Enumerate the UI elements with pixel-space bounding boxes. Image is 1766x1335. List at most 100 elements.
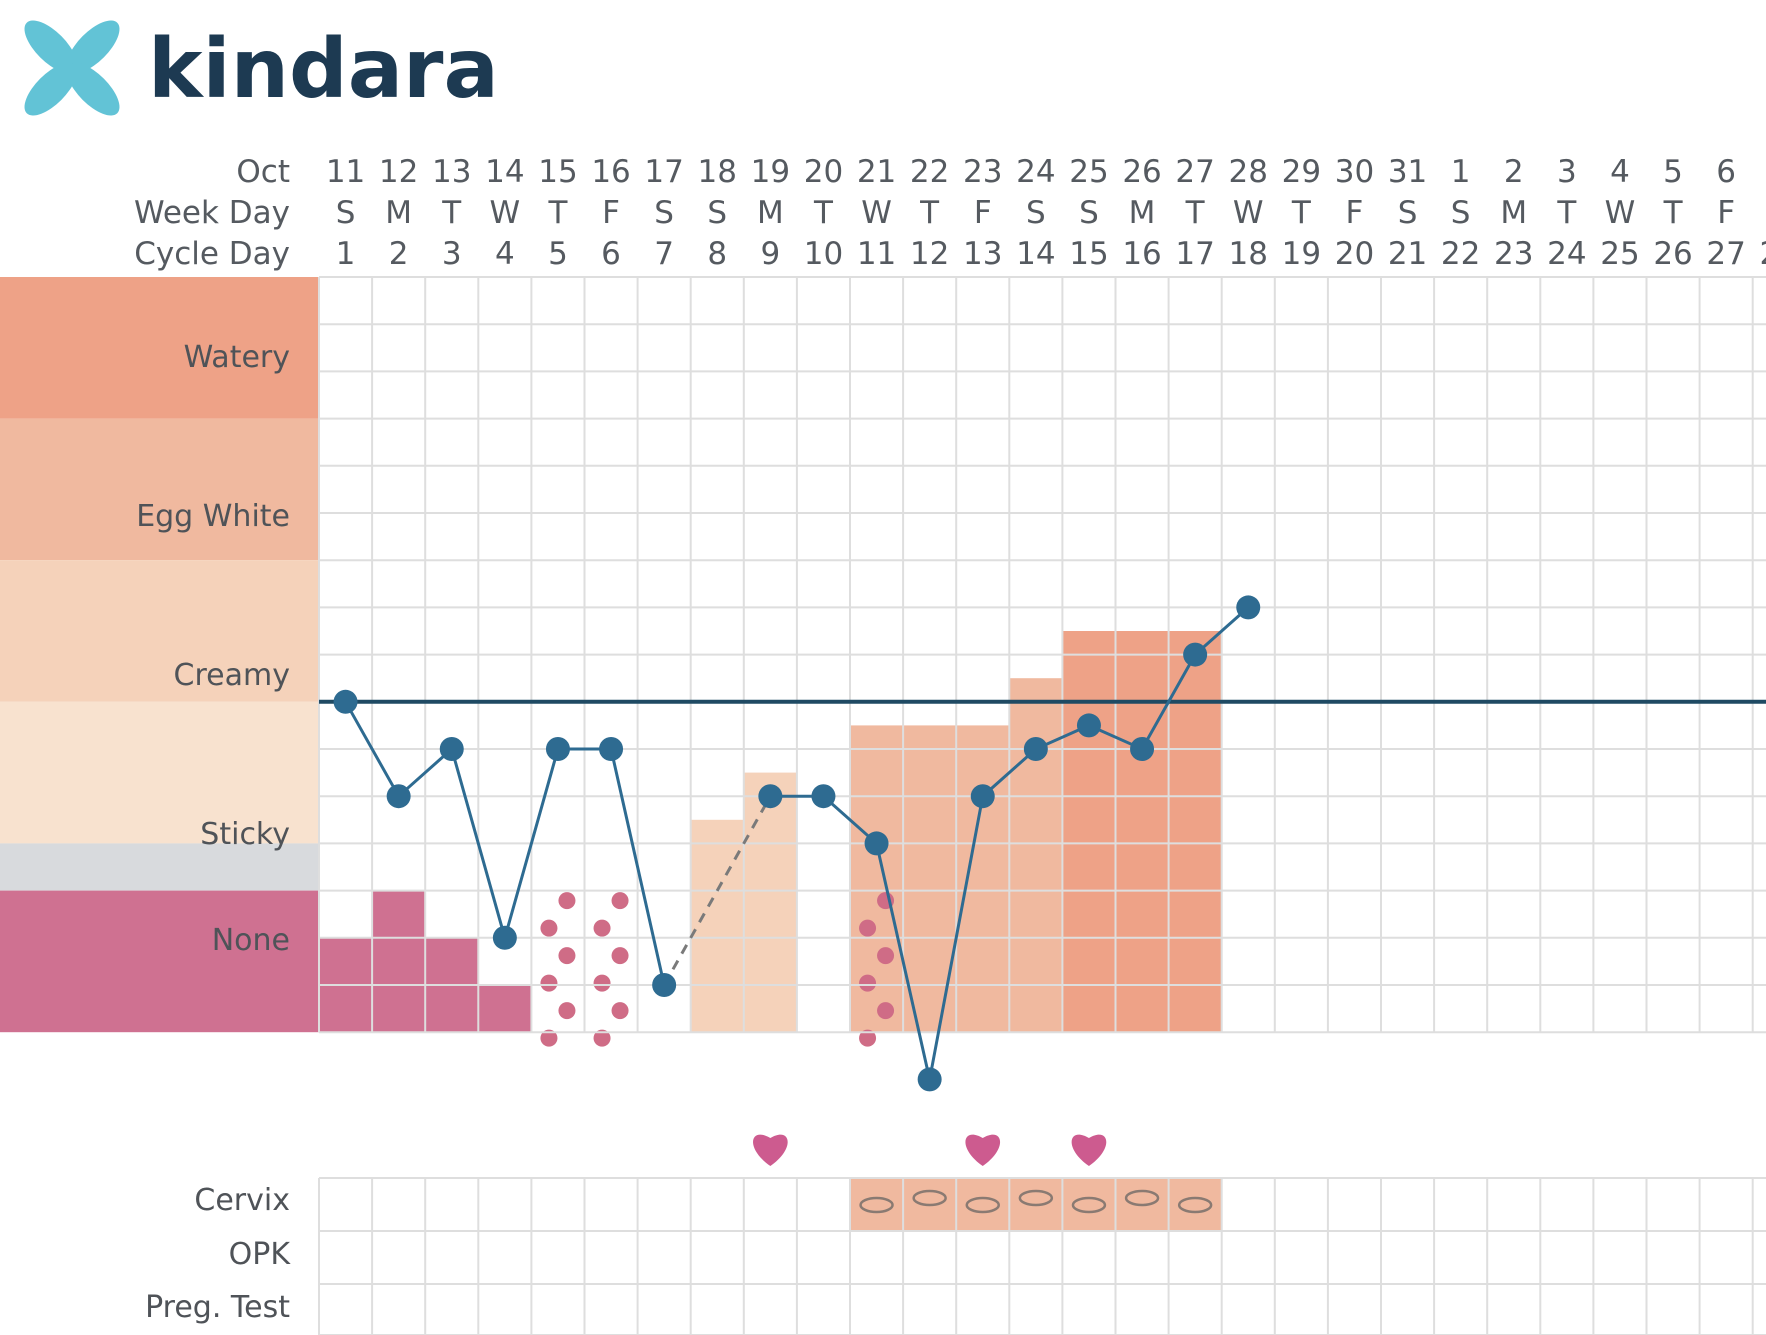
header-cycle-day: 1	[336, 236, 356, 272]
row-label-creamy: Creamy	[174, 658, 290, 693]
header-date: 4	[1610, 154, 1630, 190]
temperature-point	[758, 784, 783, 809]
header-date: 26	[1122, 154, 1161, 190]
spotting-dot	[859, 919, 877, 937]
cervix-icon	[1071, 1196, 1107, 1214]
header-cycle-day: 8	[707, 236, 727, 272]
temperature-gap-line	[662, 795, 772, 986]
menstruation-bar	[372, 890, 426, 1033]
header-date: 16	[591, 154, 630, 190]
heart-icon	[1071, 1134, 1107, 1166]
spotting-dot	[593, 974, 611, 992]
cervix-icon	[912, 1189, 947, 1207]
header-date: 29	[1282, 154, 1321, 190]
cervix-icon	[965, 1196, 1000, 1214]
header-cycle-day: 7	[654, 236, 674, 272]
header-cycle-day: 20	[1335, 236, 1374, 272]
header-cycle-day: 25	[1600, 236, 1639, 272]
spotting-dot	[540, 919, 558, 937]
header-cycle-day: 18	[1229, 236, 1268, 272]
header-cycle-day: 6	[601, 236, 621, 272]
fluid-bar	[956, 725, 1010, 1033]
fluid-bar	[850, 725, 904, 1033]
header-date: 1	[1451, 154, 1471, 190]
band-sticky	[0, 701, 319, 844]
header-date: 3	[1557, 154, 1577, 190]
temperature-point	[545, 737, 570, 761]
temperature-line	[770, 606, 1250, 1080]
spotting-dot	[558, 1002, 576, 1020]
header-weekday: F	[1717, 195, 1735, 231]
header-weekday: T	[1185, 195, 1206, 231]
row-label-cervix: Cervix	[194, 1183, 290, 1218]
row-label-watery: Watery	[184, 340, 290, 375]
header-cycle-day: 17	[1175, 236, 1214, 272]
row-label-menstruation: Menstruation	[92, 1029, 290, 1064]
spotting-dot	[877, 947, 895, 965]
header-date: 20	[804, 154, 843, 190]
header-cycle-day: 23	[1494, 236, 1533, 272]
band-menstruation	[0, 890, 319, 1033]
header-cycle-day: 5	[548, 236, 568, 272]
header-cycle-day: 19	[1282, 236, 1321, 272]
header-date: 14	[485, 154, 524, 190]
temperature-point	[1023, 737, 1048, 761]
header-cycle-day: 12	[910, 236, 949, 272]
spotting-dot	[859, 974, 877, 992]
header-cycle-day: 21	[1388, 236, 1427, 272]
header-weekday: F	[974, 195, 992, 231]
spotting-dot	[540, 974, 558, 992]
cervix-cell	[956, 1178, 1010, 1231]
row-label-opk: OPK	[229, 1237, 292, 1272]
menstruation-bar	[478, 985, 532, 1033]
header-date: 28	[1229, 154, 1268, 190]
header-weekday: S	[707, 195, 727, 231]
row-label-preg-test: Preg. Test	[145, 1290, 290, 1325]
temperature-point	[1130, 737, 1155, 761]
cervix-cell	[1062, 1178, 1116, 1231]
header-date: 23	[963, 154, 1002, 190]
header-weekday: M	[385, 195, 412, 231]
header-cycle-day: 24	[1547, 236, 1586, 272]
temperature-point	[917, 1067, 942, 1092]
spotting-dot	[611, 892, 629, 910]
header-weekday: W	[1233, 195, 1264, 231]
header-date: 6	[1716, 154, 1736, 190]
band-none	[0, 843, 319, 891]
cervix-icon	[1124, 1189, 1160, 1207]
header-date: 30	[1335, 154, 1374, 190]
flower-petal	[24, 20, 78, 74]
header-date: 13	[432, 154, 471, 190]
fluid-bar	[743, 772, 798, 1033]
temperature-point	[492, 925, 517, 950]
header-cycle-day: 3	[442, 236, 462, 272]
header-date: 11	[326, 154, 365, 190]
header-columns: 11 12 13 14 15 16 17 18 19 20 21 22 23 24 25 26 27 28 29 30…	[326, 154, 1766, 272]
temperature-series	[319, 595, 1766, 1092]
cervix-cell	[1168, 1178, 1223, 1231]
header-date: 31	[1388, 154, 1427, 190]
fluid-bar	[690, 819, 745, 1033]
kindara-logo[interactable]: kindara	[16, 12, 499, 124]
temperature-point	[439, 737, 464, 761]
row-label-none: None	[212, 923, 290, 958]
band-egg-white	[0, 418, 319, 561]
header-date: 24	[1016, 154, 1055, 190]
chart-grid	[318, 276, 1766, 1335]
header-date: 21	[857, 154, 896, 190]
cervix-icon	[859, 1196, 894, 1214]
spotting-dot	[558, 947, 576, 965]
header-weekday: M	[757, 195, 784, 231]
flower-petal	[24, 62, 78, 116]
header-cycle-day: 15	[1069, 236, 1108, 272]
temperature-point	[1076, 713, 1101, 738]
flower-petal	[66, 20, 120, 74]
header-date: 27	[1175, 154, 1214, 190]
header-cycle-day: 26	[1653, 236, 1692, 272]
temperature-point	[1183, 642, 1208, 667]
header-cycle-day: 14	[1016, 236, 1055, 272]
fluid-bar	[1168, 631, 1223, 1033]
header-date: 22	[910, 154, 949, 190]
header-cycle-day: 16	[1122, 236, 1161, 272]
